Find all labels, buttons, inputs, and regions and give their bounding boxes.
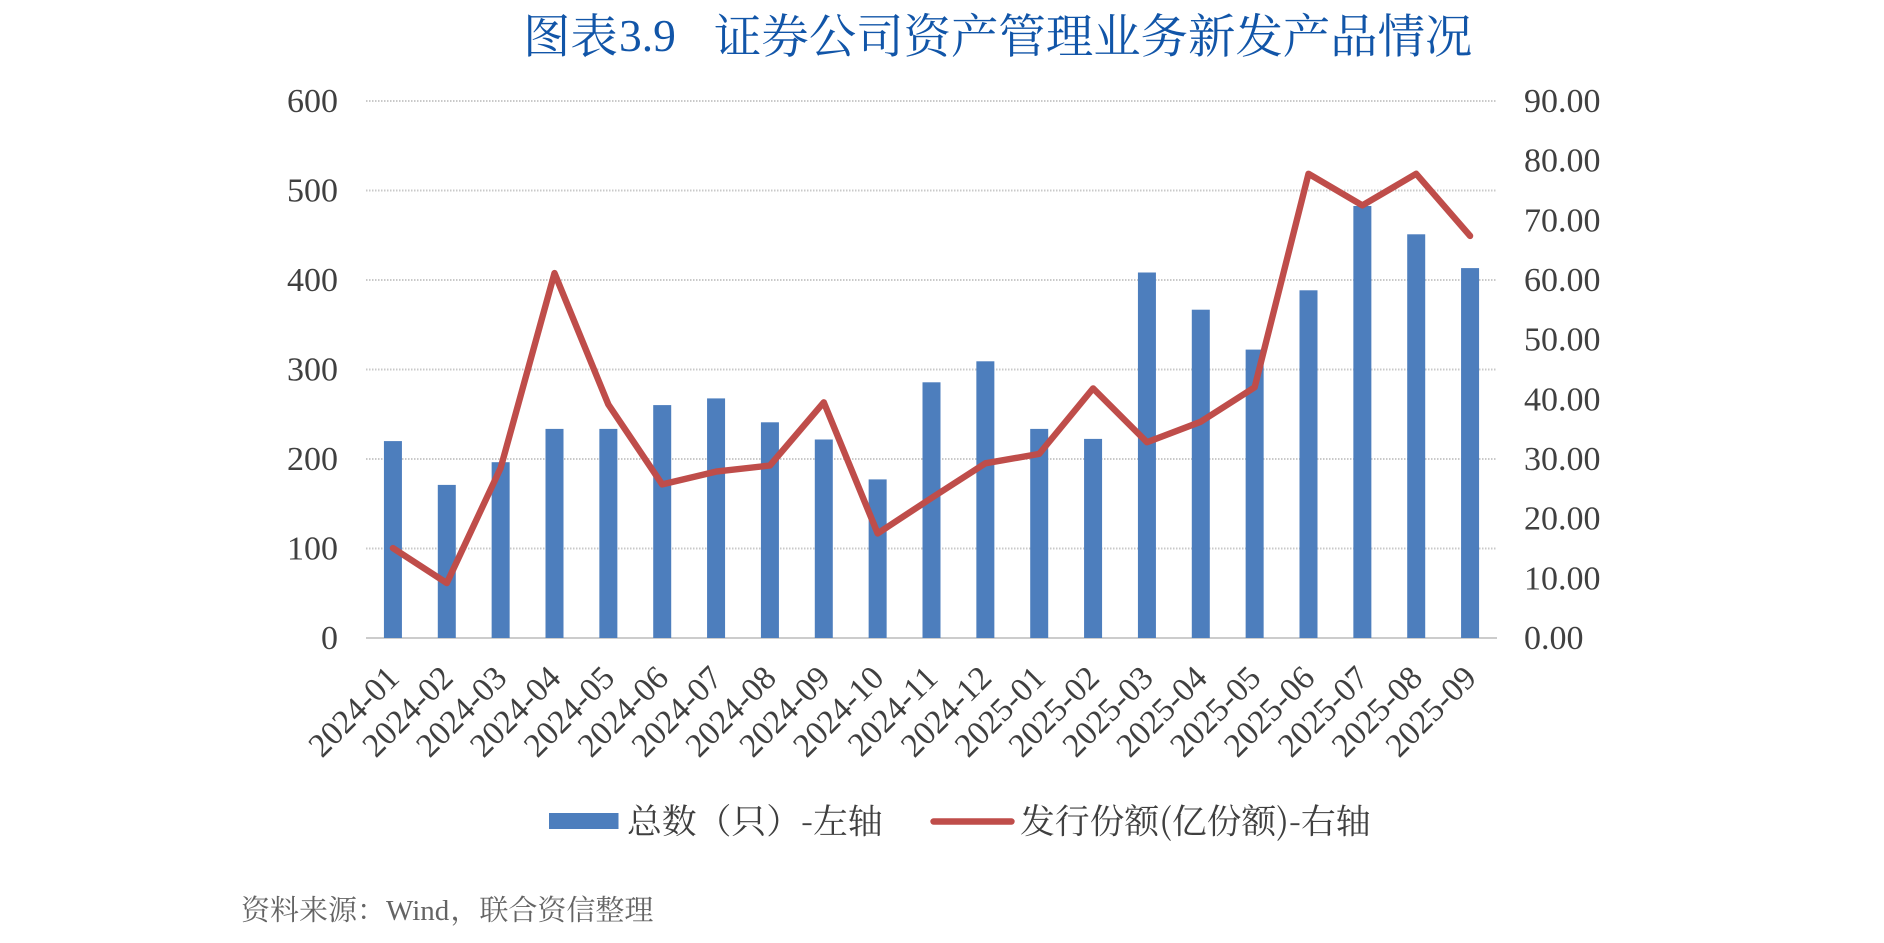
svg-text:500: 500	[287, 173, 338, 210]
svg-text:300: 300	[287, 352, 338, 389]
svg-text:60.00: 60.00	[1524, 262, 1601, 299]
svg-text:20.00: 20.00	[1524, 501, 1601, 538]
svg-text:600: 600	[287, 83, 338, 120]
svg-text:3.9: 3.9	[619, 10, 676, 61]
svg-text:30.00: 30.00	[1524, 441, 1601, 478]
svg-text:0: 0	[321, 620, 338, 657]
svg-text:0.00: 0.00	[1524, 620, 1584, 657]
svg-text:80.00: 80.00	[1524, 143, 1601, 180]
svg-text:100: 100	[287, 531, 338, 568]
svg-text:200: 200	[287, 441, 338, 478]
svg-text:40.00: 40.00	[1524, 381, 1601, 418]
svg-text:10.00: 10.00	[1524, 560, 1601, 597]
svg-text:90.00: 90.00	[1524, 83, 1601, 120]
svg-text:400: 400	[287, 262, 338, 299]
svg-text:50.00: 50.00	[1524, 322, 1601, 359]
svg-text:70.00: 70.00	[1524, 202, 1601, 239]
svg-text:Wind: Wind	[386, 895, 450, 927]
